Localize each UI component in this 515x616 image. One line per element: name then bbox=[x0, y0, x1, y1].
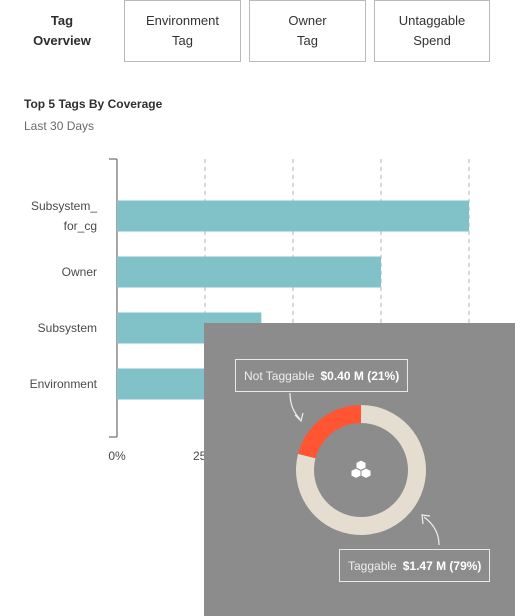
tab-untaggable-spend[interactable]: Untaggable Spend bbox=[374, 0, 490, 62]
category-label: Environment bbox=[30, 377, 98, 391]
not-taggable-callout: Not Taggable $0.40 M (21%) bbox=[235, 359, 409, 392]
spend-donut-chart bbox=[289, 392, 440, 546]
taggable-callout: Taggable $1.47 M (79%) bbox=[339, 549, 491, 582]
tab-label: Environment Tag bbox=[146, 13, 219, 48]
not-taggable-slice bbox=[298, 405, 361, 459]
tab-owner-tag[interactable]: Owner Tag bbox=[249, 0, 366, 62]
category-label: Owner bbox=[62, 265, 97, 279]
cubes-icon bbox=[350, 459, 372, 480]
tab-environment-tag[interactable]: Environment Tag bbox=[124, 0, 241, 62]
coverage-bar-chart: Subsystem_ for_cg Owner Subsystem Environmen… bbox=[30, 158, 470, 463]
tab-tag-overview[interactable]: Tag Overview bbox=[14, 0, 110, 62]
untaggable-spend-overlay: Not Taggable $0.40 M (21%) Taggable $1.4… bbox=[204, 323, 515, 616]
category-label: Subsystem_ bbox=[31, 199, 97, 213]
not-taggable-value: $0.40 M (21%) bbox=[320, 368, 400, 383]
tab-label: Tag Overview bbox=[33, 13, 91, 48]
bar bbox=[117, 368, 205, 400]
category-label: for_cg bbox=[64, 219, 97, 233]
bar bbox=[117, 200, 469, 232]
chart-title: Top 5 Tags By Coverage bbox=[24, 97, 163, 111]
category-label: Subsystem bbox=[38, 321, 97, 335]
taggable-label: Taggable bbox=[348, 558, 397, 573]
tab-label: Owner Tag bbox=[288, 13, 327, 48]
not-taggable-label: Not Taggable bbox=[244, 368, 315, 383]
tab-label: Untaggable Spend bbox=[398, 13, 466, 48]
not-taggable-leader bbox=[289, 392, 301, 420]
not-taggable-arrowhead bbox=[294, 412, 304, 423]
taggable-arrowhead bbox=[421, 514, 431, 525]
taggable-leader bbox=[423, 516, 440, 546]
bar bbox=[117, 256, 381, 288]
chart-subtitle: Last 30 Days bbox=[24, 119, 95, 133]
taggable-value: $1.47 M (79%) bbox=[402, 558, 482, 573]
x-tick-label: 0% bbox=[108, 449, 126, 463]
